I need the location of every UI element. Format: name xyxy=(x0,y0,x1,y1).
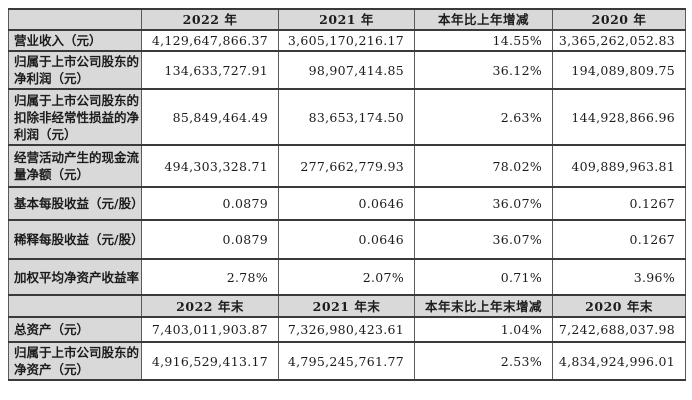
cell-2022: 85,849,464.49 xyxy=(141,88,279,146)
cell-2021: 0.0646 xyxy=(278,219,415,260)
cell-2022: 494,303,328.71 xyxy=(141,144,279,188)
year-end-header-change: 本年末比上年末增减 xyxy=(414,294,553,318)
annual-header-2021: 2021 年 xyxy=(278,8,415,31)
financial-summary-table: 2022 年 2021 年 本年比上年增减 2020 年 营业收入（元） 4,1… xyxy=(8,8,686,381)
row-label: 归属于上市公司股东的扣除非经常性损益的净利润（元） xyxy=(8,88,142,146)
cell-2020: 0.1267 xyxy=(552,186,686,221)
row-diluted-eps: 稀释每股收益（元/股） 0.0879 0.0646 36.07% 0.1267 xyxy=(8,219,686,260)
cell-2021: 4,795,245,761.77 xyxy=(278,341,415,381)
cell-2020: 409,889,963.81 xyxy=(552,144,686,188)
cell-2021: 83,653,174.50 xyxy=(278,88,415,146)
row-net-profit-excl-nonrecurring: 归属于上市公司股东的扣除非经常性损益的净利润（元） 85,849,464.49 … xyxy=(8,88,686,146)
row-operating-cash-flow: 经营活动产生的现金流量净额（元） 494,303,328.71 277,662,… xyxy=(8,144,686,188)
year-end-header-row: 2022 年末 2021 年末 本年末比上年末增减 2020 年末 xyxy=(8,294,686,318)
cell-2020: 194,089,809.75 xyxy=(552,50,686,90)
annual-header-row: 2022 年 2021 年 本年比上年增减 2020 年 xyxy=(8,8,686,31)
row-label: 营业收入（元） xyxy=(8,29,142,52)
cell-yoy-change: 36.07% xyxy=(414,186,553,221)
row-label: 加权平均净资产收益率 xyxy=(8,258,142,296)
cell-2022: 4,129,647,866.37 xyxy=(141,29,279,52)
cell-yoy-change: 2.53% xyxy=(414,341,553,381)
cell-2021: 98,907,414.85 xyxy=(278,50,415,90)
cell-2022: 4,916,529,413.17 xyxy=(141,341,279,381)
row-basic-eps: 基本每股收益（元/股） 0.0879 0.0646 36.07% 0.1267 xyxy=(8,186,686,221)
cell-2020: 3.96% xyxy=(552,258,686,296)
row-weighted-avg-roe: 加权平均净资产收益率 2.78% 2.07% 0.71% 3.96% xyxy=(8,258,686,296)
cell-yoy-change: 2.63% xyxy=(414,88,553,146)
year-end-header-2022: 2022 年末 xyxy=(141,294,279,318)
cell-yoy-change: 36.07% xyxy=(414,219,553,260)
cell-2021: 3,605,170,216.17 xyxy=(278,29,415,52)
cell-yoy-change: 0.71% xyxy=(414,258,553,296)
row-net-profit-attributable: 归属于上市公司股东的净利润（元） 134,633,727.91 98,907,4… xyxy=(8,50,686,90)
cell-2021: 7,326,980,423.61 xyxy=(278,316,415,343)
cell-2022: 0.0879 xyxy=(141,186,279,221)
row-label: 经营活动产生的现金流量净额（元） xyxy=(8,144,142,188)
year-end-header-2021: 2021 年末 xyxy=(278,294,415,318)
cell-2022: 2.78% xyxy=(141,258,279,296)
cell-yoy-change: 14.55% xyxy=(414,29,553,52)
cell-2020: 144,928,866.96 xyxy=(552,88,686,146)
row-label: 归属于上市公司股东的净利润（元） xyxy=(8,50,142,90)
row-label: 稀释每股收益（元/股） xyxy=(8,219,142,260)
cell-yoy-change: 36.12% xyxy=(414,50,553,90)
year-end-header-blank xyxy=(8,294,142,318)
annual-header-blank xyxy=(8,8,142,31)
cell-yoy-change: 1.04% xyxy=(414,316,553,343)
cell-2021: 277,662,779.93 xyxy=(278,144,415,188)
cell-2020: 7,242,688,037.98 xyxy=(552,316,686,343)
cell-2022: 0.0879 xyxy=(141,219,279,260)
row-net-assets-attributable: 归属于上市公司股东的净资产（元） 4,916,529,413.17 4,795,… xyxy=(8,341,686,381)
cell-2021: 2.07% xyxy=(278,258,415,296)
cell-2020: 4,834,924,996.01 xyxy=(552,341,686,381)
row-total-assets: 总资产（元） 7,403,011,903.87 7,326,980,423.61… xyxy=(8,316,686,343)
cell-2021: 0.0646 xyxy=(278,186,415,221)
cell-2020: 3,365,262,052.83 xyxy=(552,29,686,52)
cell-2022: 134,633,727.91 xyxy=(141,50,279,90)
cell-2022: 7,403,011,903.87 xyxy=(141,316,279,343)
row-operating-revenue: 营业收入（元） 4,129,647,866.37 3,605,170,216.1… xyxy=(8,29,686,52)
row-label: 归属于上市公司股东的净资产（元） xyxy=(8,341,142,381)
cell-yoy-change: 78.02% xyxy=(414,144,553,188)
annual-header-yoy-change: 本年比上年增减 xyxy=(414,8,553,31)
cell-2020: 0.1267 xyxy=(552,219,686,260)
annual-header-2020: 2020 年 xyxy=(552,8,686,31)
row-label: 基本每股收益（元/股） xyxy=(8,186,142,221)
year-end-header-2020: 2020 年末 xyxy=(552,294,686,318)
row-label: 总资产（元） xyxy=(8,316,142,343)
annual-header-2022: 2022 年 xyxy=(141,8,279,31)
